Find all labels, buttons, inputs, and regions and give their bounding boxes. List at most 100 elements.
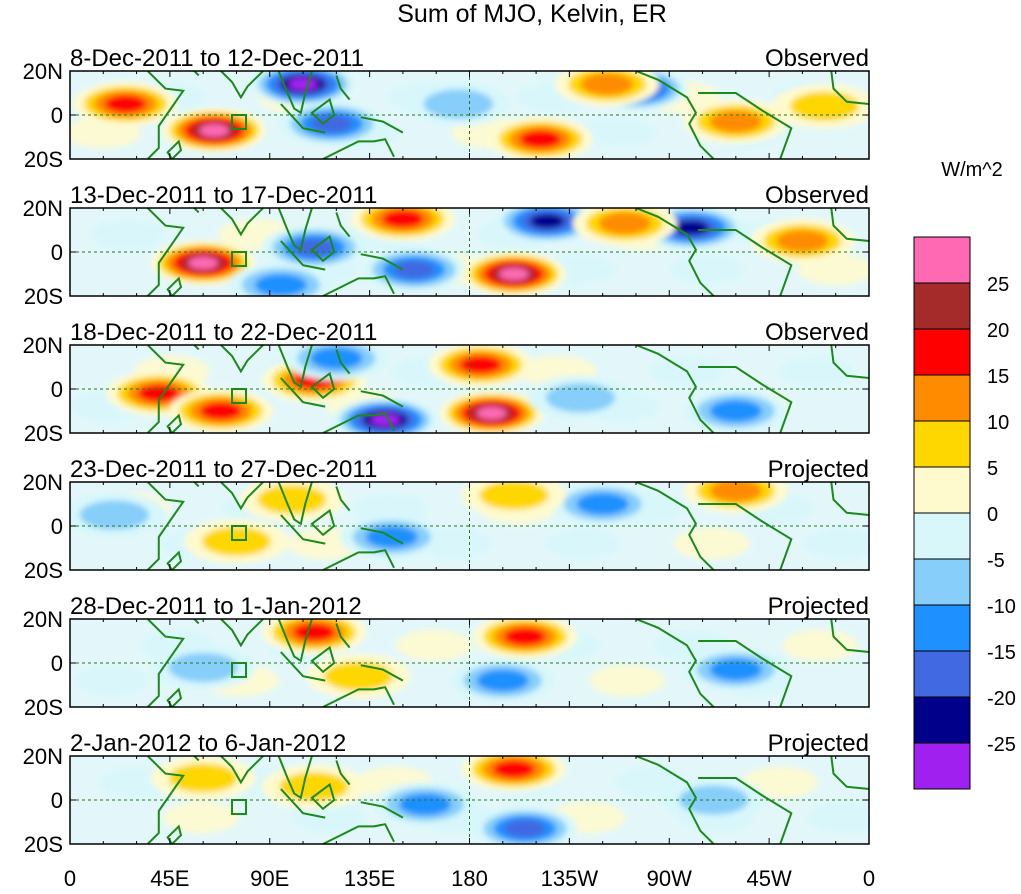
- x-tick-label: 0: [863, 866, 875, 889]
- anomaly-background-cell: [162, 801, 239, 834]
- contour-level: [581, 73, 634, 96]
- anomaly-background-cell: [589, 664, 666, 697]
- contour-level: [479, 482, 549, 510]
- panel: 20N 0 20S 8-Dec-2011 to 12-Dec-2011 Observed: [23, 45, 870, 172]
- x-tick-label: 45W: [747, 866, 792, 889]
- y-tick-label: 20N: [23, 59, 63, 84]
- coastline: [277, 208, 313, 252]
- colorbar-tick-label: -25: [987, 734, 1016, 756]
- contour-level: [709, 482, 762, 502]
- anomaly-feature: [495, 208, 600, 244]
- panel-kind-label: Observed: [765, 319, 869, 346]
- anomaly-feature: [683, 647, 788, 692]
- anomaly-feature: [151, 241, 256, 285]
- coastline: [635, 71, 715, 159]
- anomaly-background-cell: [580, 116, 657, 149]
- coastlines: [146, 71, 869, 159]
- coastline: [830, 208, 869, 242]
- coastlines: [146, 482, 869, 570]
- region-marker-box: [231, 799, 248, 815]
- colorbar-swatch: [913, 420, 971, 468]
- coastline: [146, 71, 185, 159]
- anomaly-feature: [450, 658, 555, 703]
- panels: 20N 0 20S 8-Dec-2011 to 12-Dec-2011 Observed…: [23, 45, 870, 857]
- colorbar: W/m^2 25 20 15 10 5 0 -5 -10 -15 -20 -25: [913, 159, 1016, 790]
- anomaly-feature: [772, 84, 869, 129]
- anomaly-feature: [251, 71, 356, 107]
- contour-level: [459, 356, 502, 374]
- colorbar-tick-label: -15: [987, 642, 1016, 664]
- coastline: [698, 503, 793, 570]
- y-tick-label: 20N: [23, 196, 63, 221]
- panel-kind-label: Projected: [768, 593, 869, 620]
- colorbar-swatch: [913, 466, 971, 514]
- x-tick-label: 90W: [647, 866, 692, 889]
- colorbar-swatch: [913, 650, 971, 698]
- contour-level: [709, 110, 762, 133]
- colorbar-swatch: [913, 328, 971, 376]
- coastline: [698, 366, 793, 433]
- anomaly-background-cell: [668, 253, 745, 286]
- coastline: [280, 103, 326, 134]
- contour-level: [789, 91, 860, 121]
- y-tick-label: 20S: [24, 695, 63, 720]
- contour-level: [776, 230, 829, 252]
- x-tick-label: 90E: [250, 866, 289, 889]
- panel-kind-label: Projected: [768, 456, 869, 483]
- y-tick-label: 20N: [23, 470, 63, 495]
- contour-level: [504, 819, 546, 838]
- coastline: [335, 760, 351, 786]
- region-marker-box: [231, 525, 248, 541]
- coastline: [166, 276, 183, 296]
- anomaly-background-cell: [395, 629, 472, 662]
- coastline: [166, 824, 183, 844]
- coastline: [310, 508, 336, 537]
- anomaly-feature: [473, 806, 577, 844]
- coastline: [277, 345, 313, 389]
- contour-level: [382, 210, 424, 228]
- contour-level: [476, 406, 507, 420]
- contour-level: [393, 260, 435, 279]
- contour-level: [499, 267, 529, 281]
- coastline: [280, 377, 326, 408]
- coastline: [322, 801, 404, 844]
- x-tick-label: 135E: [344, 866, 395, 889]
- anomaly-feature: [406, 82, 511, 126]
- panel: 20N 0 20S 28-Dec-2011 to 1-Jan-2012 Projecte…: [23, 593, 870, 720]
- contour-level: [310, 347, 363, 370]
- coastline: [698, 92, 793, 159]
- anomaly-feature: [151, 645, 256, 690]
- coastline: [698, 640, 793, 707]
- contour-level: [709, 658, 762, 681]
- colorbar-swatch: [913, 374, 971, 422]
- coastline: [322, 664, 404, 707]
- coastlines: [146, 208, 869, 296]
- x-tick-label: 45E: [150, 866, 189, 889]
- coastline: [310, 371, 336, 400]
- anomaly-feature: [439, 391, 544, 433]
- contour-level: [257, 484, 327, 515]
- colorbar-swatch: [913, 558, 971, 606]
- coastline: [166, 550, 183, 570]
- coastline: [635, 619, 715, 707]
- anomaly-feature: [528, 375, 633, 420]
- contour-level: [529, 213, 565, 229]
- y-tick-label: 20S: [24, 832, 63, 857]
- anomaly-background-cell: [89, 218, 166, 251]
- anomaly-feature: [151, 756, 256, 800]
- panel: 20N 0 20S 18-Dec-2011 to 22-Dec-2011 Observe…: [23, 319, 870, 446]
- coastline: [830, 482, 869, 516]
- y-tick-label: 20N: [23, 607, 63, 632]
- contour-level: [79, 500, 150, 530]
- panel-period-label: 2-Jan-2012 to 6-Jan-2012: [70, 730, 346, 757]
- anomaly-feature: [683, 389, 788, 433]
- anomaly-feature: [262, 764, 367, 809]
- coastline: [146, 208, 185, 296]
- coastline: [335, 212, 351, 238]
- contour-level: [370, 413, 401, 427]
- coastline: [635, 482, 715, 570]
- contour-level: [323, 661, 394, 691]
- panel-period-label: 28-Dec-2011 to 1-Jan-2012: [70, 593, 362, 620]
